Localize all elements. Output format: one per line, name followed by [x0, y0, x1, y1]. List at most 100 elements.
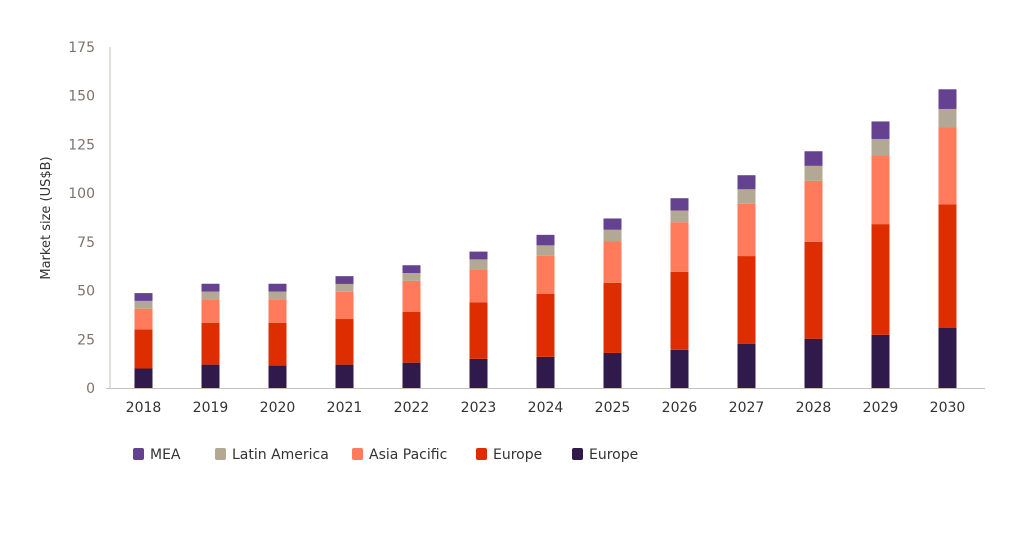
bar-segment-mea-2018	[134, 293, 153, 301]
bar-segment-europe-2026	[670, 271, 689, 350]
bars	[134, 89, 957, 388]
bar-segment-asia-pacific-2022	[402, 280, 421, 313]
bar-segment-mea-2025	[603, 218, 622, 230]
bar-segment-latin-america-2021	[335, 283, 354, 292]
bar-segment-latin-america-2019	[201, 291, 220, 300]
bar-segment-asia-pacific-2026	[670, 222, 689, 272]
bar-segment-asia-pacific-2029	[871, 155, 890, 225]
legend-swatch	[215, 448, 226, 460]
bar-segment-europe-2021	[335, 319, 354, 365]
bar-segment-mea-2026	[670, 198, 689, 211]
bar-segment-europe-2029	[871, 224, 890, 335]
bar-segment-europe-2028	[804, 338, 823, 388]
bar-segment-latin-america-2030	[938, 108, 957, 128]
x-tick-label: 2023	[461, 400, 497, 416]
bar-segment-mea-2030	[938, 89, 957, 109]
x-axis-ticks: 2018 2019 2020 2021 2022 2023 2024 2025 2026 2027…	[126, 400, 966, 416]
bar-segment-europe-2027	[737, 256, 756, 344]
legend-label: MEA	[150, 447, 181, 463]
bar-segment-mea-2021	[335, 276, 354, 284]
bar-segment-europe-2022	[402, 362, 421, 388]
y-tick-label: 125	[68, 137, 95, 153]
bar-segment-mea-2029	[871, 121, 890, 139]
legend-swatch	[572, 448, 583, 460]
bar-segment-europe-2019	[201, 322, 220, 365]
bar-segment-latin-america-2023	[469, 259, 488, 270]
bar-segment-asia-pacific-2023	[469, 269, 488, 303]
y-axis-label: Market size (US$B)	[39, 156, 54, 279]
y-tick-label: 150	[68, 89, 95, 105]
y-tick-label: 0	[86, 381, 95, 397]
bar-segment-europe-2030	[938, 204, 957, 328]
x-tick-label: 2030	[930, 400, 966, 416]
x-tick-label: 2021	[327, 400, 363, 416]
bar-segment-latin-america-2029	[871, 138, 890, 156]
legend-item: Europe	[572, 447, 638, 463]
bar-segment-europe-2024	[536, 293, 555, 357]
bar-segment-europe-2028	[804, 241, 823, 339]
bar-segment-europe-2018	[134, 368, 153, 388]
y-tick-label: 25	[77, 332, 95, 348]
bar-segment-europe-2025	[603, 282, 622, 353]
legend: MEA Latin America Asia Pacific Europe Europe	[133, 447, 638, 463]
x-tick-label: 2028	[796, 400, 832, 416]
bar-segment-latin-america-2028	[804, 165, 823, 181]
bar-segment-mea-2020	[268, 283, 287, 292]
bar-segment-latin-america-2022	[402, 273, 421, 281]
bar-segment-europe-2027	[737, 343, 756, 388]
bar-segment-latin-america-2018	[134, 300, 153, 309]
bar-segment-mea-2023	[469, 251, 488, 260]
bar-segment-mea-2022	[402, 265, 421, 274]
bar-segment-asia-pacific-2024	[536, 255, 555, 294]
legend-item: Asia Pacific	[352, 447, 447, 463]
bar-segment-latin-america-2027	[737, 189, 756, 204]
bar-segment-europe-2029	[871, 334, 890, 388]
legend-label: Europe	[589, 447, 638, 463]
legend-item: Latin America	[215, 447, 329, 463]
bar-segment-europe-2018	[134, 329, 153, 369]
legend-label: Europe	[493, 447, 542, 463]
bar-segment-latin-america-2025	[603, 229, 622, 242]
bar-segment-asia-pacific-2028	[804, 180, 823, 242]
y-tick-label: 50	[77, 284, 95, 300]
bar-segment-latin-america-2024	[536, 245, 555, 256]
bar-segment-europe-2019	[201, 364, 220, 388]
bar-segment-mea-2024	[536, 234, 555, 246]
y-tick-label: 75	[77, 235, 95, 251]
bar-segment-asia-pacific-2018	[134, 308, 153, 330]
bar-segment-mea-2028	[804, 151, 823, 166]
x-tick-label: 2027	[729, 400, 765, 416]
bar-segment-latin-america-2026	[670, 210, 689, 223]
bar-segment-europe-2023	[469, 302, 488, 359]
y-axis-ticks: 0 25 50 75 100 125 150 175	[68, 40, 95, 397]
x-tick-label: 2029	[863, 400, 899, 416]
legend-label: Asia Pacific	[369, 447, 447, 463]
bar-segment-asia-pacific-2019	[201, 299, 220, 323]
legend-item: Europe	[476, 447, 542, 463]
bar-segment-mea-2019	[201, 283, 220, 292]
x-tick-label: 2018	[126, 400, 162, 416]
legend-swatch	[352, 448, 363, 460]
bar-segment-europe-2021	[335, 364, 354, 388]
bar-segment-asia-pacific-2020	[268, 299, 287, 323]
legend-label: Latin America	[232, 447, 329, 463]
x-tick-label: 2020	[260, 400, 296, 416]
bar-segment-latin-america-2020	[268, 291, 287, 300]
bar-segment-asia-pacific-2021	[335, 291, 354, 320]
bar-segment-asia-pacific-2030	[938, 127, 957, 205]
bar-segment-asia-pacific-2025	[603, 241, 622, 283]
bar-segment-europe-2025	[603, 352, 622, 388]
bar-segment-europe-2022	[402, 312, 421, 363]
x-tick-label: 2019	[193, 400, 229, 416]
x-tick-label: 2026	[662, 400, 698, 416]
bar-segment-mea-2027	[737, 175, 756, 190]
x-tick-label: 2022	[394, 400, 430, 416]
legend-swatch	[476, 448, 487, 460]
bar-segment-europe-2020	[268, 322, 287, 366]
x-tick-label: 2024	[528, 400, 564, 416]
legend-item: MEA	[133, 447, 181, 463]
bar-segment-europe-2030	[938, 327, 957, 388]
bar-segment-europe-2026	[670, 349, 689, 388]
bar-segment-europe-2024	[536, 356, 555, 388]
